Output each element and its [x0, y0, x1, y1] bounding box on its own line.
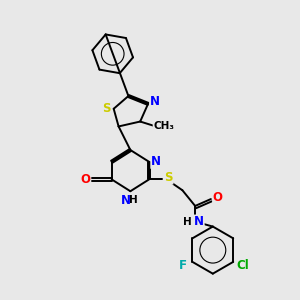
Text: N: N: [151, 155, 161, 168]
Text: N: N: [194, 215, 204, 228]
Text: H: H: [183, 217, 192, 226]
Text: Cl: Cl: [237, 259, 249, 272]
Text: F: F: [178, 259, 187, 272]
Text: CH₃: CH₃: [153, 122, 174, 131]
Text: H: H: [129, 195, 138, 205]
Text: S: S: [103, 102, 111, 115]
Text: O: O: [80, 173, 90, 186]
Text: S: S: [164, 171, 173, 184]
Text: O: O: [213, 190, 223, 204]
Text: N: N: [121, 194, 130, 207]
Text: N: N: [150, 95, 160, 108]
